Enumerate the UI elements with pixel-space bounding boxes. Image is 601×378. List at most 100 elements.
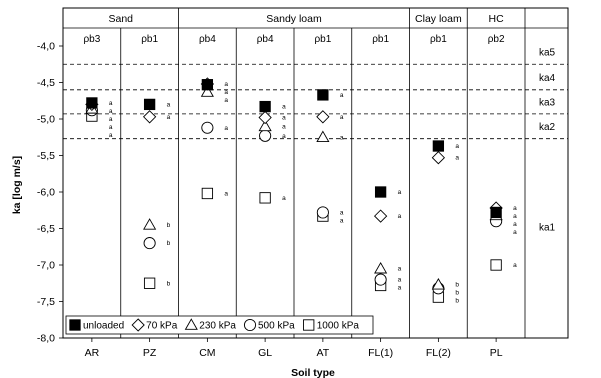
band-label: ka2 <box>539 122 556 133</box>
significance-letter: a <box>167 114 171 121</box>
marker-70kpa <box>431 151 446 165</box>
significance-letter: b <box>167 240 171 247</box>
significance-letter: a <box>398 277 402 284</box>
series-230-kpa <box>85 85 503 290</box>
significance-letter: a <box>282 104 286 111</box>
band-label: ka4 <box>539 73 556 84</box>
significance-letter: a <box>398 266 402 273</box>
series-unloaded <box>86 79 502 219</box>
marker-230kpa <box>184 318 198 330</box>
significance-letter: a <box>109 124 113 131</box>
x-tick-label: FL(2) <box>426 347 451 359</box>
significance-letter: a <box>340 217 344 224</box>
group-label: Sand <box>108 13 133 25</box>
x-tick-label: GL <box>258 347 272 359</box>
legend-label: 1000 kPa <box>317 321 360 332</box>
x-tick-label: PL <box>490 347 503 359</box>
significance-letter: a <box>282 123 286 130</box>
marker-70kpa <box>258 110 272 125</box>
significance-letter: a <box>513 213 517 220</box>
group-label: Sandy loam <box>266 13 322 25</box>
y-tick-label: -6,5 <box>37 223 55 235</box>
marker-500kpa <box>374 273 387 286</box>
significance-letter: a <box>224 190 228 197</box>
density-label: ρb1 <box>372 34 389 45</box>
legend: unloaded 70 kPa 230 kPa 500 kPa 1000 kPa <box>65 315 374 335</box>
significance-letter: a <box>398 213 402 220</box>
density-label: ρb4 <box>199 34 216 45</box>
marker-230kpa <box>431 278 445 290</box>
y-axis-title: ka [log m/s] <box>11 156 23 214</box>
significance-letter: b <box>167 222 171 229</box>
marker-230kpa <box>200 85 214 97</box>
significance-letter: a <box>340 134 344 141</box>
significance-letter: a <box>224 125 228 132</box>
marker-70kpa <box>316 110 330 124</box>
significance-letter: a <box>455 155 459 162</box>
significance-letter: a <box>340 92 344 99</box>
legend-label: 70 kPa <box>146 321 178 332</box>
legend-item: 230 kPa <box>184 318 236 332</box>
significance-letter: a <box>513 262 517 269</box>
significance-letter: a <box>282 133 286 140</box>
significance-letter: a <box>340 114 344 121</box>
marker-230kpa <box>258 119 272 132</box>
x-tick-label: AT <box>317 347 330 359</box>
y-tick-label: -5,5 <box>37 150 55 162</box>
group-label: Clay loam <box>415 13 462 25</box>
significance-letter: a <box>513 221 517 228</box>
density-label: ρb3 <box>83 34 100 45</box>
marker-1000kpa <box>201 187 214 200</box>
marker-500kpa <box>316 206 329 219</box>
marker-1000kpa <box>490 259 502 271</box>
marker-500kpa <box>243 318 257 332</box>
marker-500kpa <box>143 237 156 250</box>
marker-unloaded <box>86 97 98 109</box>
marker-unloaded <box>317 89 329 101</box>
marker-230kpa <box>374 261 388 274</box>
density-label: ρb1 <box>141 34 158 45</box>
legend-item: 500 kPa <box>243 318 295 332</box>
y-axis: -4,0 -4,5 -5,0 -5,5 -6,0 -6,5 -7,0 -7,5 -8,0 <box>37 41 63 345</box>
significance-letter: a <box>167 101 171 108</box>
x-tick-label: CM <box>199 347 215 359</box>
y-tick-label: -6,0 <box>37 187 55 199</box>
significance-letter: a <box>109 108 113 115</box>
marker-unloaded <box>490 206 502 219</box>
marker-500kpa <box>201 121 214 134</box>
y-tick-label: -8,0 <box>37 333 55 345</box>
legend-item: 70 kPa <box>131 318 178 332</box>
marker-unloaded <box>259 100 271 113</box>
y-tick-label: -7,5 <box>37 296 55 308</box>
marker-70kpa <box>131 318 145 332</box>
y-tick-label: -7,0 <box>37 260 55 272</box>
band-label: ka5 <box>539 47 556 58</box>
legend-label: unloaded <box>83 321 124 332</box>
x-tick-label: FL(1) <box>368 347 393 359</box>
significance-letter: a <box>109 132 113 139</box>
band-label: ka1 <box>539 223 556 234</box>
marker-unloaded <box>143 98 156 111</box>
significance-letter: a <box>282 195 286 202</box>
legend-item: 1000 kPa <box>303 319 360 332</box>
significance-letter: b <box>455 290 459 297</box>
significance-letter: b <box>167 280 171 287</box>
band-label: ka3 <box>539 98 556 109</box>
marker-unloaded <box>432 140 445 152</box>
density-label: ρb4 <box>257 34 274 45</box>
marker-1000kpa <box>143 277 156 289</box>
marker-1000kpa <box>259 192 271 204</box>
legend-label: 230 kPa <box>199 321 236 332</box>
density-label: ρb2 <box>488 34 505 45</box>
density-label: ρb1 <box>314 34 331 45</box>
significance-letter: b <box>455 298 459 305</box>
x-tick-label: PZ <box>143 347 157 359</box>
marker-70kpa <box>142 110 157 124</box>
density-label: ρb1 <box>430 34 447 45</box>
plot-frame <box>62 7 569 339</box>
group-header: Sand Sandy loam Clay loam HC ρb3 ρb1 ρb4 ρb4 ρb1… <box>83 13 505 45</box>
significance-letter: a <box>224 89 228 96</box>
marker-230kpa <box>143 218 157 230</box>
